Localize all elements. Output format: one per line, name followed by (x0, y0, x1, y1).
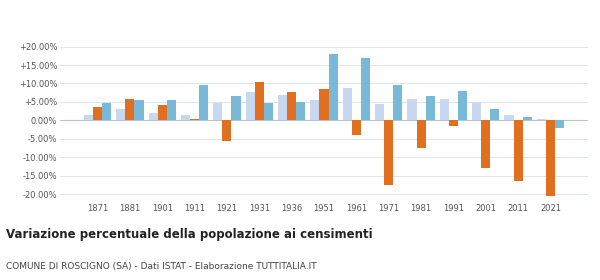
Bar (407, 99, 416, 120)
Bar (472, 102, 481, 120)
Bar (158, 105, 167, 120)
Bar (167, 100, 176, 120)
Bar (310, 100, 319, 120)
Bar (102, 103, 111, 120)
Bar (416, 120, 425, 148)
Bar (361, 58, 370, 120)
Bar (93, 108, 102, 120)
Bar (449, 120, 458, 126)
Bar (264, 103, 273, 120)
Legend: Roscigno, Provincia di SA, Campania: Roscigno, Provincia di SA, Campania (172, 0, 476, 2)
Text: Variazione percentuale della popolazione ai censimenti: Variazione percentuale della popolazione… (6, 228, 373, 241)
Bar (134, 100, 143, 120)
Bar (481, 120, 490, 168)
Bar (514, 120, 523, 181)
Bar (490, 109, 499, 120)
Text: COMUNE DI ROSCIGNO (SA) - Dati ISTAT - Elaborazione TUTTITALIA.IT: COMUNE DI ROSCIGNO (SA) - Dati ISTAT - E… (6, 262, 317, 271)
Bar (425, 96, 434, 120)
Bar (555, 120, 564, 128)
Bar (84, 115, 93, 120)
Bar (125, 99, 134, 120)
Bar (116, 109, 125, 120)
Bar (255, 82, 264, 120)
Bar (278, 95, 287, 120)
Bar (329, 54, 338, 120)
Bar (440, 99, 449, 120)
Bar (343, 88, 352, 120)
Bar (214, 103, 223, 120)
Bar (296, 102, 305, 120)
Bar (523, 117, 532, 120)
Bar (149, 113, 158, 120)
Bar (199, 85, 208, 120)
Bar (319, 89, 329, 120)
Bar (393, 85, 402, 120)
Bar (352, 120, 361, 135)
Bar (232, 96, 241, 120)
Bar (190, 118, 199, 120)
Bar (246, 92, 255, 120)
Bar (223, 120, 232, 141)
Bar (546, 120, 555, 196)
Bar (384, 120, 393, 185)
Bar (458, 91, 467, 120)
Bar (375, 104, 384, 120)
Bar (505, 115, 514, 120)
Bar (537, 118, 546, 120)
Bar (287, 92, 296, 120)
Bar (181, 115, 190, 120)
